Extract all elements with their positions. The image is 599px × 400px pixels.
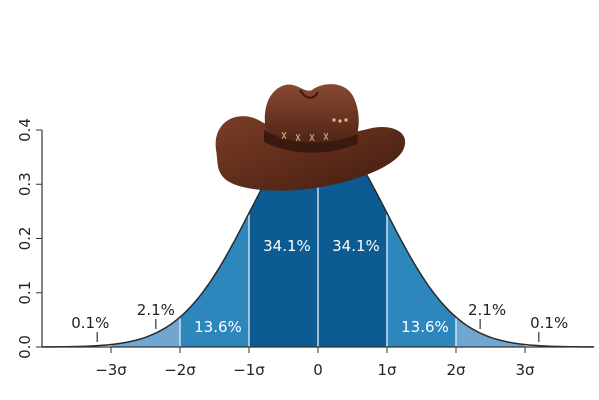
x-ticks: −3σ −2σ −1σ 0 1σ 2σ 3σ [95,347,535,379]
percent-label: 0.1% [530,314,568,332]
percent-label: 2.1% [137,301,175,319]
percent-label: 34.1% [332,237,380,255]
y-ticks: 0.0 0.1 0.2 0.3 0.4 [16,118,42,359]
x-tick-label: 1σ [377,361,397,379]
x-tick-label: 2σ [446,361,466,379]
percent-label: 0.1% [71,314,109,332]
x-tick-label: −1σ [233,361,265,379]
y-tick-label: 0.1 [16,281,34,305]
percent-labels: 0.1% 2.1% 13.6% 34.1% 34.1% 13.6% 2.1% 0.1% [71,237,568,342]
y-tick-label: 0.2 [16,227,34,251]
percent-label: 13.6% [401,318,449,336]
percent-label: 2.1% [468,301,506,319]
y-tick-label: 0.0 [16,335,34,359]
cowboy-hat-icon [215,84,406,191]
percent-label: 13.6% [194,318,242,336]
x-tick-label: 3σ [515,361,535,379]
x-tick-label: 0 [313,361,323,379]
percent-label: 34.1% [263,237,311,255]
y-tick-label: 0.4 [16,118,34,142]
y-tick-label: 0.3 [16,172,34,196]
x-tick-label: −3σ [95,361,127,379]
region-6 [456,317,525,347]
region-1 [111,317,180,347]
x-tick-label: −2σ [164,361,196,379]
